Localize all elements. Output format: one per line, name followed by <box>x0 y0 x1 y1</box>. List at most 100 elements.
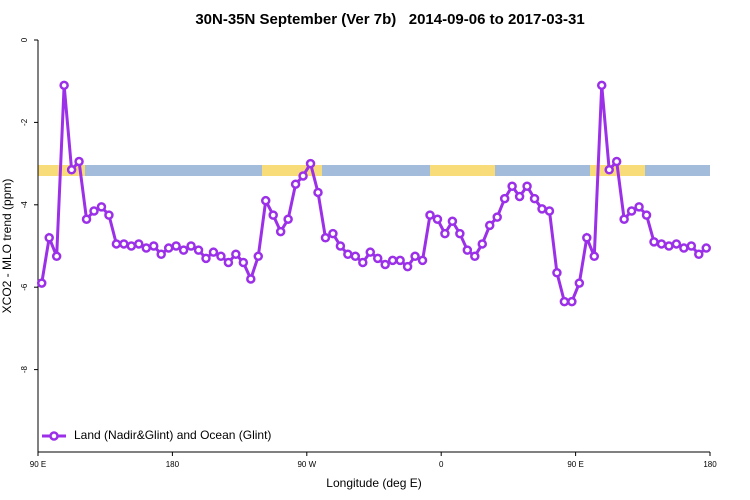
point <box>574 278 585 288</box>
point <box>96 202 107 212</box>
point <box>611 156 622 167</box>
point <box>59 80 69 91</box>
point <box>238 257 249 268</box>
point <box>141 243 152 253</box>
x-tick-label: 180 <box>703 460 717 469</box>
point <box>111 239 122 249</box>
point <box>328 228 338 239</box>
point <box>649 237 659 247</box>
point <box>432 214 443 224</box>
point <box>537 204 547 214</box>
point <box>567 296 577 307</box>
point <box>492 212 502 222</box>
point <box>268 210 278 220</box>
point <box>36 278 47 288</box>
x-tick-label: 90 E <box>567 460 583 469</box>
point <box>395 255 405 266</box>
point <box>417 255 428 266</box>
point <box>216 251 226 262</box>
point <box>387 255 398 266</box>
point <box>275 226 286 237</box>
x-tick-label: 180 <box>166 460 180 469</box>
point <box>66 165 77 175</box>
point <box>619 214 629 224</box>
point <box>51 251 62 262</box>
point <box>559 296 570 307</box>
point <box>163 243 174 253</box>
legend-marker <box>49 431 59 441</box>
point <box>119 239 129 249</box>
point <box>223 257 234 268</box>
point <box>201 253 211 264</box>
x-tick-label: 90 E <box>30 460 46 469</box>
point <box>589 251 600 262</box>
point <box>74 156 84 167</box>
point <box>134 239 144 249</box>
point <box>253 251 264 262</box>
point <box>664 241 674 251</box>
point <box>343 249 353 259</box>
point <box>193 245 204 255</box>
y-tick-label: 0 <box>20 37 29 42</box>
point <box>604 165 614 175</box>
point <box>156 249 166 259</box>
point <box>208 247 219 257</box>
point <box>148 241 159 251</box>
x-axis-label: Longitude (deg E) <box>326 476 421 490</box>
ocean-band <box>38 165 710 176</box>
point <box>126 241 137 251</box>
point <box>290 179 301 189</box>
point <box>380 259 390 270</box>
y-axis-label: XCO2 - MLO trend (ppm) <box>0 179 14 314</box>
y-tick-label: -6 <box>20 283 29 291</box>
point <box>372 253 383 264</box>
point <box>552 268 562 278</box>
point <box>455 228 465 239</box>
point <box>89 206 99 216</box>
point <box>656 239 667 249</box>
y-tick-label: -8 <box>20 365 29 373</box>
point <box>499 193 510 204</box>
series-line <box>40 85 708 304</box>
x-tick-label: 90 W <box>297 460 316 469</box>
point <box>335 241 346 251</box>
point <box>44 233 54 243</box>
point <box>425 210 435 220</box>
point <box>507 181 517 192</box>
y-tick-label: -4 <box>20 201 29 209</box>
point <box>447 216 458 227</box>
point <box>320 233 331 243</box>
point <box>477 239 488 249</box>
point <box>462 245 473 255</box>
point <box>305 158 316 169</box>
point <box>701 243 712 253</box>
land-band <box>262 165 322 176</box>
point <box>686 241 697 251</box>
point <box>626 206 637 216</box>
point <box>582 233 592 243</box>
point <box>514 191 525 202</box>
point <box>440 228 450 239</box>
point <box>410 251 420 262</box>
point <box>679 243 689 253</box>
point <box>186 241 196 251</box>
chart-title: 30N-35N September (Ver 7b) 2014-09-06 to… <box>195 11 584 28</box>
point <box>358 257 368 268</box>
point <box>402 261 413 272</box>
point <box>522 181 532 192</box>
point <box>283 214 293 224</box>
point <box>350 251 361 262</box>
point <box>641 210 652 220</box>
point <box>104 210 114 220</box>
legend-label: Land (Nadir&Glint) and Ocean (Glint) <box>74 428 271 442</box>
point <box>634 202 644 212</box>
land-band <box>430 165 495 176</box>
point <box>694 249 704 259</box>
x-tick-label: 0 <box>439 460 444 469</box>
point <box>260 195 271 206</box>
point <box>81 214 92 224</box>
point <box>365 247 376 257</box>
point <box>484 220 495 231</box>
point <box>246 274 256 284</box>
